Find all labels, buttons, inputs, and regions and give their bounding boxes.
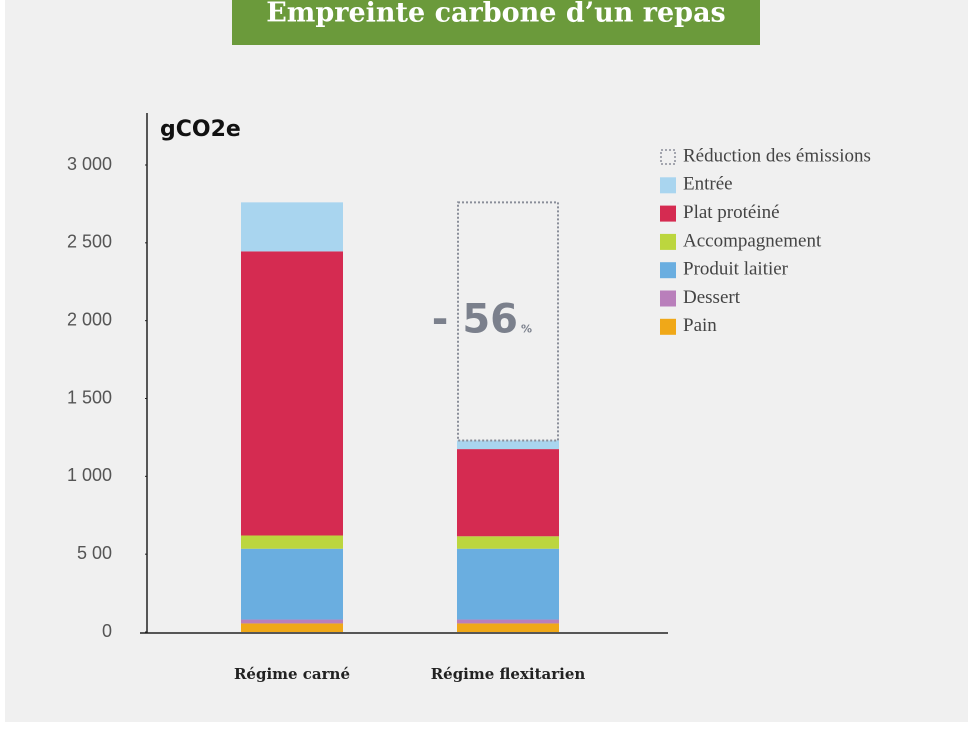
chart-title: Empreinte carbone d’un repas <box>266 0 726 29</box>
bar-segment <box>241 202 343 252</box>
y-tick-label: 2 500 <box>67 232 112 252</box>
legend-swatch <box>660 262 676 279</box>
bar-segment <box>241 623 343 632</box>
x-tick-label: Régime carné <box>234 665 350 683</box>
title-banner <box>232 0 760 45</box>
bar-segment <box>457 619 559 624</box>
legend-swatch <box>660 318 676 335</box>
bar-segment <box>457 623 559 632</box>
y-tick-label: 1 000 <box>67 465 112 485</box>
legend-swatch <box>660 177 676 194</box>
legend-label: Réduction des émissions <box>683 145 871 166</box>
bar-segment <box>457 536 559 549</box>
legend-label: Entrée <box>683 174 733 195</box>
y-tick-label: 0 <box>102 621 112 641</box>
annotation-unit: % <box>521 322 532 335</box>
legend-swatch <box>660 233 676 250</box>
bar-segment <box>457 440 559 450</box>
y-axis-label: gCO2e <box>160 117 241 142</box>
legend-label: Pain <box>683 315 717 336</box>
legend-label: Dessert <box>683 287 741 308</box>
y-tick-label: 2 000 <box>67 309 112 329</box>
bar-segment <box>241 251 343 536</box>
y-tick-label: 5 00 <box>77 543 112 563</box>
bar-segment <box>241 535 343 549</box>
legend-label: Plat protéiné <box>683 202 780 223</box>
reduction-box <box>457 201 559 442</box>
legend-label: Accompagnement <box>683 230 822 251</box>
y-tick-label: 3 000 <box>67 154 112 174</box>
bar-segment <box>457 449 559 537</box>
legend-swatch <box>660 290 676 307</box>
bar-segment <box>241 548 343 620</box>
annotation: - 56 <box>432 296 518 342</box>
bar-segment <box>241 619 343 624</box>
legend-swatch <box>660 149 676 165</box>
legend-label: Produit laitier <box>683 259 789 280</box>
y-tick-label: 1 500 <box>67 387 112 407</box>
bar-segment <box>457 548 559 620</box>
legend-swatch <box>660 205 676 222</box>
x-tick-label: Régime flexitarien <box>431 665 586 683</box>
